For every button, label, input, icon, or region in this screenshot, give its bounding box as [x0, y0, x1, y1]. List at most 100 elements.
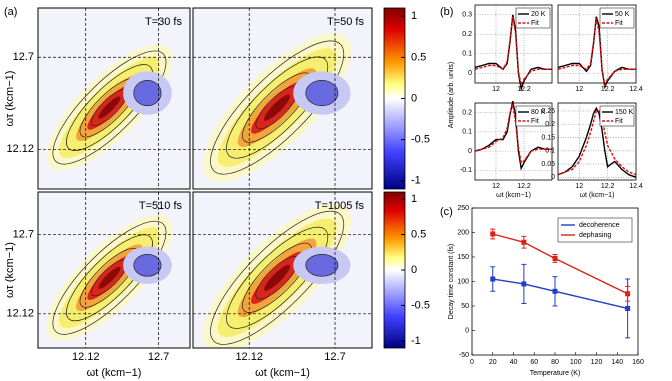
panel-label: (b) [440, 6, 453, 18]
colorbar-tick-label: 1 [411, 193, 417, 205]
heatmap-field [203, 33, 352, 182]
x-tick-label: 12.2 [601, 183, 615, 190]
legend-label: 20 K [531, 11, 546, 18]
panel-title: T=50 fs [327, 16, 364, 28]
marker [490, 276, 496, 282]
x-axis-label: ωt (kcm−1) [255, 367, 310, 379]
x-tick-label: 60 [530, 359, 538, 366]
x-tick-label: 12 [575, 183, 583, 190]
panel-title: T=1005 fs [315, 200, 365, 212]
y-tick-label: 0 [551, 174, 555, 181]
blob-blue [133, 254, 162, 277]
heatmap-field [46, 214, 173, 341]
y-tick-label: 50 [461, 303, 469, 310]
x-axis-label: ωt (kcm−1) [87, 367, 142, 379]
curve [474, 100, 552, 171]
y-tick-label: 0 [465, 327, 469, 334]
x-axis-label: Temperature (K) [530, 370, 581, 377]
y-tick-label: 200 [457, 229, 469, 236]
frame [192, 7, 373, 190]
marker [625, 305, 631, 311]
curve [557, 18, 636, 88]
x-tick-label: 12.4 [629, 183, 643, 190]
panel-label: (c) [440, 206, 453, 218]
y-tick-label: 12.7 [13, 228, 34, 240]
legend-label: Fit [615, 20, 623, 27]
marker [490, 231, 496, 237]
legend-label: 50 K [615, 11, 630, 18]
y-tick-label: 150 [457, 254, 469, 261]
legend-box [557, 217, 633, 243]
colorbar-tick-label: -0.5 [411, 134, 430, 146]
blob-core [264, 94, 291, 121]
y-tick-label: 0 [468, 70, 472, 77]
marker [521, 281, 527, 287]
frame [557, 102, 637, 181]
colorbar-tick-label: 0.5 [411, 228, 426, 240]
x-tick-label: 12.7 [148, 351, 169, 363]
y-tick-label: 12.7 [13, 51, 34, 63]
contour [210, 40, 345, 175]
y-tick-label: -50 [459, 352, 469, 359]
series-line [492, 278, 628, 310]
y-tick-label: 0.1 [462, 129, 472, 136]
contour [242, 242, 313, 313]
y-axis-label: ωτ (kcm−1) [4, 71, 16, 127]
heatmap-field [46, 44, 173, 171]
contour [210, 210, 345, 345]
curve [474, 16, 552, 88]
panel-label: (a) [4, 6, 17, 18]
colorbar-tick-label: 0 [411, 92, 417, 104]
x-tick-label: 40 [510, 359, 518, 366]
marker [521, 239, 527, 245]
blob-core [98, 96, 121, 119]
blob-core [98, 266, 121, 289]
panel-title: T=30 fs [145, 16, 182, 28]
colorbar-tick-label: -1 [411, 335, 421, 347]
curve [557, 16, 636, 90]
x-tick-label: 12.12 [72, 351, 100, 363]
x-tick-label: 160 [632, 359, 644, 366]
colorbar-tick-label: 0 [411, 264, 417, 276]
x-tick-label: 20 [489, 359, 497, 366]
colorbar-tick-label: -0.5 [411, 299, 430, 311]
y-tick-label: -0.1 [460, 167, 472, 174]
curve [557, 110, 637, 176]
curve [474, 102, 552, 164]
marker [552, 255, 558, 261]
legend-label: 80 K [531, 109, 546, 116]
heatmap-field [203, 203, 352, 348]
contour [52, 50, 167, 165]
series-line [492, 233, 628, 295]
contour [66, 64, 153, 151]
y-axis-label: Decay time constant (fs) [448, 244, 455, 319]
x-tick-label: 100 [570, 359, 582, 366]
x-tick-label: 0 [470, 359, 474, 366]
frame [37, 7, 191, 190]
y-tick-label: 0.3 [462, 12, 472, 19]
frame [37, 191, 191, 349]
y-tick-label: 0.2 [462, 109, 472, 116]
contour [226, 56, 329, 159]
legend-label: Fit [615, 118, 623, 125]
contour [66, 234, 153, 322]
legend-label: decoherence [579, 222, 620, 229]
x-tick-label: 12.2 [601, 86, 615, 93]
x-axis-label: ωt (kcm−1) [580, 192, 615, 199]
y-tick-label: 12.12 [6, 143, 34, 155]
y-tick-label: 0.25 [541, 108, 555, 115]
colorbar-tick-label: 1 [411, 10, 417, 22]
y-axis-label: Amplitude (arb. units) [448, 62, 455, 129]
contour [226, 226, 329, 329]
x-tick-label: 12 [575, 86, 583, 93]
x-tick-label: 12.12 [235, 351, 263, 363]
y-tick-label: 0.1 [545, 148, 555, 155]
contour [52, 220, 167, 335]
y-tick-label: 250 [457, 205, 469, 212]
y-tick-label: 0.15 [541, 134, 555, 141]
x-tick-label: 12.2 [517, 86, 531, 93]
blob-blue [305, 254, 339, 277]
frame [557, 4, 637, 84]
